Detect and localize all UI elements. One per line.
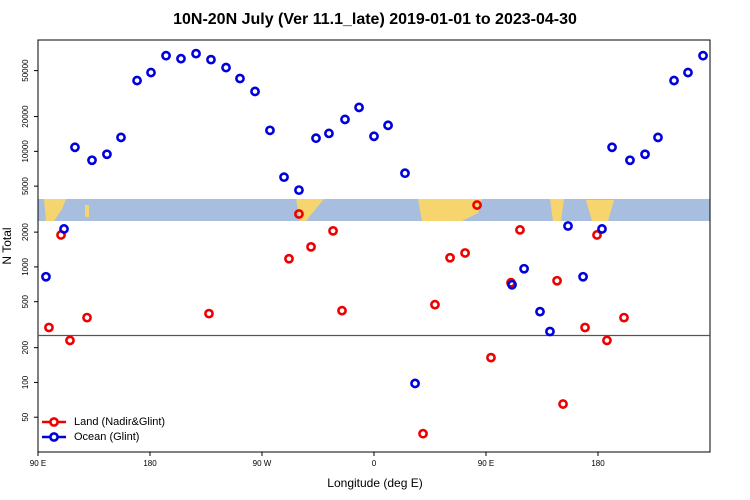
plot-frame [37, 39, 711, 453]
x-axis-label: Longitude (deg E) [327, 476, 422, 490]
legend-label: Land (Nadir&Glint) [74, 416, 165, 428]
point [460, 248, 470, 258]
y-tick-label: 200 [21, 340, 30, 354]
point [683, 67, 693, 78]
legend-label: Ocean (Glint) [74, 431, 139, 443]
point [146, 67, 156, 78]
point [279, 172, 289, 183]
point [597, 224, 607, 234]
y-tick-label: 50000 [21, 59, 30, 82]
point [535, 306, 545, 317]
point [515, 225, 525, 235]
point [563, 221, 573, 231]
legend-marker [49, 417, 59, 427]
y-tick-label: 10000 [21, 140, 30, 163]
point [59, 224, 69, 234]
y-tick-label: 20000 [21, 105, 30, 128]
y-tick-label: 1000 [21, 257, 30, 275]
point [545, 326, 555, 337]
point [580, 322, 590, 333]
point [653, 132, 663, 143]
point [400, 168, 410, 179]
point [669, 75, 679, 86]
y-axis-label: N Total [0, 227, 14, 264]
point [284, 253, 294, 264]
point [558, 399, 568, 409]
point [235, 73, 245, 84]
point [311, 133, 321, 144]
point [552, 275, 562, 286]
x-tick-label: 0 [372, 459, 377, 468]
point [578, 271, 588, 282]
y-tick-label: 50 [21, 412, 30, 421]
point [507, 279, 517, 290]
x-tick-label: 90 E [478, 459, 494, 468]
point [41, 271, 51, 282]
point [116, 132, 126, 143]
point [619, 312, 629, 323]
point [418, 428, 428, 439]
point [445, 252, 455, 263]
chart-title: 10N-20N July (Ver 11.1_late) 2019-01-01 … [173, 11, 577, 28]
point [369, 131, 379, 142]
point [87, 155, 97, 166]
y-tick-label: 5000 [21, 177, 30, 195]
point [294, 185, 304, 196]
y-tick-label: 500 [21, 294, 30, 308]
point [70, 142, 80, 153]
point [472, 200, 482, 210]
y-tick-label: 100 [21, 375, 30, 389]
point [176, 53, 186, 64]
point [161, 50, 171, 61]
point [337, 305, 347, 316]
point [65, 335, 75, 346]
point [102, 149, 112, 160]
point [324, 128, 334, 139]
point [250, 86, 260, 97]
point [698, 50, 708, 61]
point [410, 378, 420, 389]
x-tick-label: 180 [143, 459, 157, 468]
point [592, 230, 602, 240]
x-tick-label: 90 E [30, 459, 46, 468]
point [519, 263, 529, 274]
point [191, 48, 201, 59]
point [625, 155, 635, 166]
point [82, 312, 92, 323]
point [132, 75, 142, 86]
point [221, 62, 231, 73]
point [602, 335, 612, 346]
point [430, 299, 440, 310]
x-tick-label: 180 [591, 459, 605, 468]
point [328, 225, 338, 236]
point [265, 125, 275, 136]
point [354, 102, 364, 113]
point [306, 241, 316, 252]
point [294, 209, 304, 219]
point [640, 149, 650, 160]
point [607, 142, 617, 153]
legend-marker [49, 432, 59, 442]
point [204, 308, 214, 319]
point [44, 322, 54, 333]
y-tick-label: 2000 [21, 223, 30, 241]
point [383, 120, 393, 131]
point [206, 54, 216, 65]
point [486, 352, 496, 363]
x-tick-label: 90 W [253, 459, 272, 468]
map-strip [38, 199, 710, 221]
point [340, 114, 350, 125]
